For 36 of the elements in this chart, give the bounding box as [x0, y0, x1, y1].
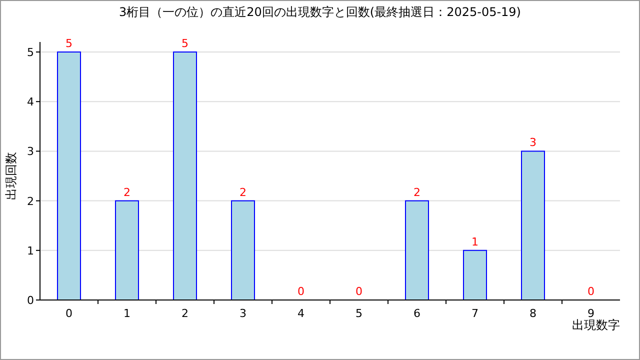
x-tick-label: 1	[124, 307, 130, 320]
x-tick-label: 6	[414, 307, 420, 320]
bar	[463, 250, 487, 300]
x-axis-title: 出現数字	[572, 318, 620, 332]
x-tick-label: 3	[240, 307, 246, 320]
bar	[405, 200, 429, 300]
bar	[57, 52, 81, 300]
data-label: 1	[472, 235, 478, 248]
x-tick-label: 0	[66, 307, 72, 320]
y-axis-title: 出現回数	[4, 152, 18, 200]
data-label: 5	[182, 37, 188, 50]
y-tick-label: 4	[27, 96, 34, 109]
x-tick-label: 2	[182, 307, 188, 320]
x-tick-label: 5	[356, 307, 362, 320]
bar	[521, 150, 545, 300]
data-label: 0	[588, 285, 594, 298]
y-tick-label: 2	[27, 194, 34, 208]
bar	[173, 52, 197, 300]
y-tick-label: 3	[27, 145, 34, 158]
data-label: 0	[356, 285, 362, 298]
data-label: 2	[414, 186, 420, 199]
chart-title: 3桁目（一の位）の直近20回の出現数字と回数(最終抽選日：2025-05-19)	[118, 5, 522, 19]
x-tick-label: 9	[588, 307, 594, 320]
x-tick-label: 7	[472, 307, 478, 320]
x-tick-label: 4	[298, 307, 304, 320]
data-label: 0	[298, 285, 304, 298]
bar	[115, 200, 139, 300]
data-label: 2	[240, 186, 246, 199]
y-tick-label: 5	[27, 46, 34, 59]
data-label: 5	[66, 37, 72, 50]
bar	[231, 200, 255, 300]
data-label: 2	[124, 186, 130, 199]
data-label: 3	[530, 136, 536, 150]
x-tick-label: 8	[530, 307, 536, 320]
y-tick-label: 0	[27, 294, 34, 307]
y-tick-label: 1	[27, 244, 34, 258]
